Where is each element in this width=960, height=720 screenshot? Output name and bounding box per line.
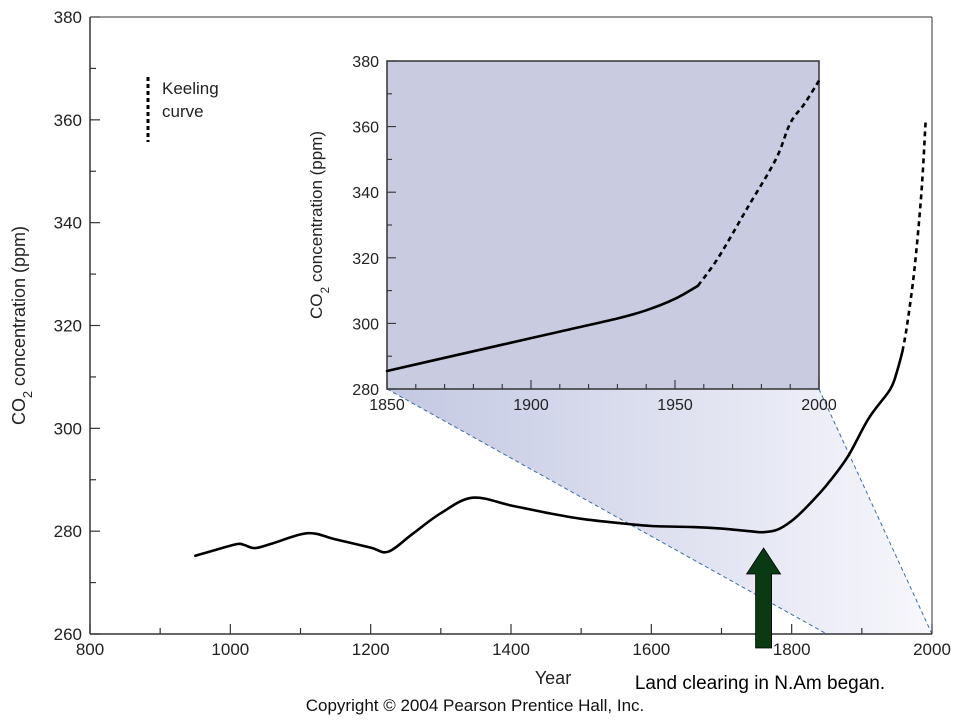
inset-y-tick-label: 340 xyxy=(352,185,379,202)
annotation-arrow xyxy=(745,547,782,649)
inset-x-tick-label: 1850 xyxy=(369,397,405,414)
main-x-axis-title: Year xyxy=(535,668,571,688)
main-y-tick-label: 380 xyxy=(54,8,82,27)
main-x-tick-label: 1400 xyxy=(492,640,530,659)
copyright-text: Copyright © 2004 Pearson Prentice Hall, … xyxy=(306,696,645,715)
main-y-tick-label: 360 xyxy=(54,111,82,130)
main-y-tick-label: 260 xyxy=(54,625,82,644)
inset-x-tick-label: 1900 xyxy=(513,397,549,414)
zoom-guide-right xyxy=(818,388,933,635)
legend-label-line-2: curve xyxy=(162,102,204,121)
main-x-tick-label: 2000 xyxy=(913,640,951,659)
inset-series-line xyxy=(385,284,700,373)
main-y-tick-label: 320 xyxy=(54,317,82,336)
inset-x-tick-label: 1950 xyxy=(657,397,693,414)
main-x-tick-label: 1000 xyxy=(211,640,249,659)
main-x-tick-label: 1200 xyxy=(352,640,390,659)
main-axes: 260 280 300 320 340 360 380 800 1000 1200 1400 1600… xyxy=(54,8,951,659)
legend: Keeling curve xyxy=(146,77,219,142)
inset-plot-background xyxy=(386,60,820,390)
main-x-tick-label: 800 xyxy=(76,640,104,659)
annotation: Land clearing in N.Am began. xyxy=(635,547,885,694)
inset-y-tick-label: 380 xyxy=(352,54,379,71)
inset-series-keeling-line xyxy=(696,80,821,287)
inset-x-tick-label: 2000 xyxy=(801,397,837,414)
main-x-tick-label: 1600 xyxy=(632,640,670,659)
main-x-tick-label: 1800 xyxy=(773,640,811,659)
main-series-group xyxy=(194,119,927,558)
main-y-tick-label: 340 xyxy=(54,214,82,233)
inset-y-tick-label: 280 xyxy=(352,382,379,399)
legend-label-line-1: Keeling xyxy=(162,79,219,98)
main-y-axis-title: CO2 concentration (ppm) xyxy=(9,226,35,425)
inset-y-tick-label: 320 xyxy=(352,251,379,268)
inset-series-group xyxy=(385,80,821,373)
inset-chart: 280 300 320 340 360 380 1850 1900 1950 2000 CO2 c… xyxy=(307,54,837,414)
inset-y-tick-label: 360 xyxy=(352,120,379,137)
main-y-tick-label: 280 xyxy=(54,522,82,541)
inset-axes: 280 300 320 340 360 380 1850 1900 1950 2000 xyxy=(352,54,837,414)
main-y-tick-label: 300 xyxy=(54,419,82,438)
inset-y-tick-label: 300 xyxy=(352,316,379,333)
annotation-text: Land clearing in N.Am began. xyxy=(635,673,885,694)
main-series-keeling-line xyxy=(901,119,927,352)
inset-y-axis-title: CO2 concentration (ppm) xyxy=(307,131,332,319)
main-series-line xyxy=(194,349,904,558)
zoom-region xyxy=(387,389,932,634)
